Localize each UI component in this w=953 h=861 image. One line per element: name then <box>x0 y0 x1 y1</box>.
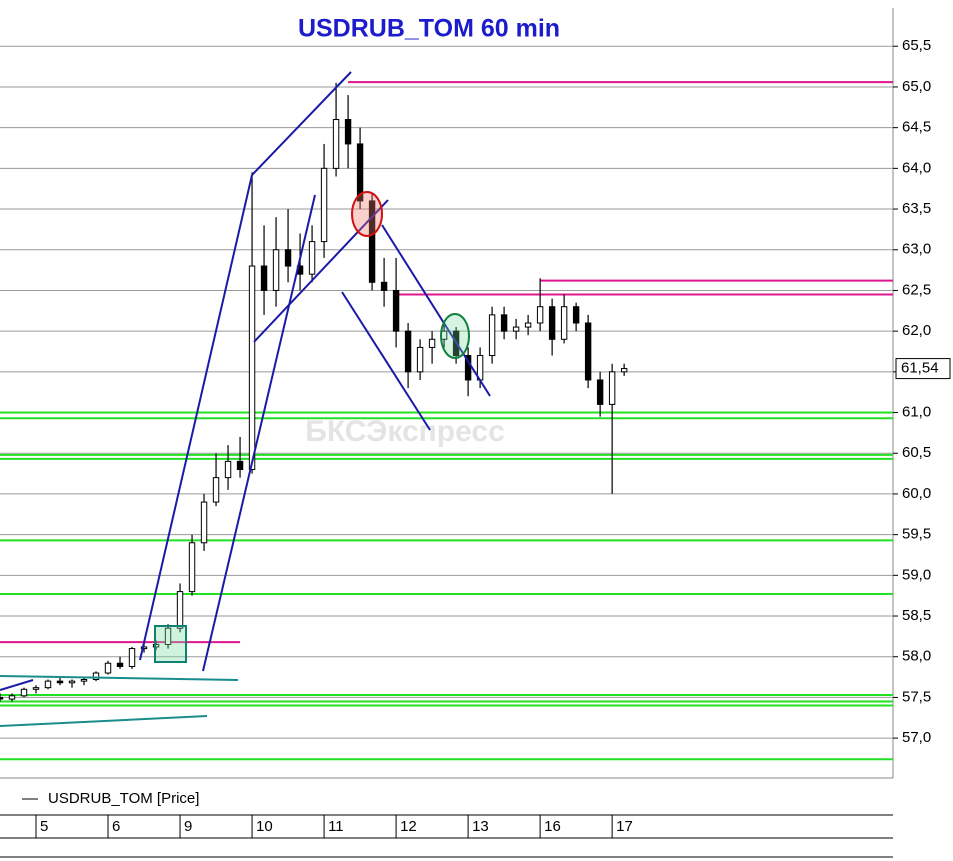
candle-body <box>428 338 436 348</box>
candle-body <box>584 322 592 381</box>
candle-body <box>56 680 64 684</box>
candle-body <box>524 322 532 328</box>
y-tick-label: 58,5 <box>902 607 931 624</box>
highlight-ellipse <box>351 191 383 237</box>
y-tick-label: 64,0 <box>902 159 931 176</box>
candle-body <box>128 648 136 667</box>
candle-body <box>344 119 352 145</box>
candle-body <box>608 371 616 405</box>
legend-label: USDRUB_TOM [Price] <box>48 790 199 807</box>
candle-body <box>488 314 496 357</box>
candle-body <box>596 379 604 405</box>
y-tick-label: 62,0 <box>902 322 931 339</box>
x-tick-label: 10 <box>256 818 273 835</box>
candle-body <box>560 306 568 340</box>
y-tick-label: 59,5 <box>902 526 931 543</box>
candle-body <box>620 368 628 373</box>
candle-body <box>212 477 220 503</box>
last-price-label: 61,54 <box>901 360 939 377</box>
trend-line <box>0 715 208 727</box>
candle-body <box>20 688 28 697</box>
candle-body <box>152 644 160 648</box>
highlight-ellipse <box>440 313 470 359</box>
candle-body <box>392 289 400 332</box>
candle-body <box>512 326 520 332</box>
last-price-box <box>895 358 951 380</box>
candle-body <box>200 501 208 544</box>
candle-body <box>116 662 124 667</box>
y-tick-label: 57,0 <box>902 729 931 746</box>
x-tick-label: 11 <box>328 818 344 835</box>
x-tick-label: 16 <box>544 818 561 835</box>
y-tick-label: 59,0 <box>902 566 931 583</box>
candle-body <box>32 687 40 690</box>
candle-body <box>536 306 544 324</box>
candle-body <box>320 167 328 243</box>
highlight-box <box>154 625 187 663</box>
channel-lines <box>0 675 239 727</box>
trend-lines <box>0 71 491 691</box>
candle-body <box>272 249 280 291</box>
candle-body <box>284 249 292 267</box>
trend-line <box>251 71 352 176</box>
candle-body <box>176 591 184 629</box>
y-tick-label: 60,0 <box>902 485 931 502</box>
candle-body <box>308 241 316 275</box>
watermark: БКСЭкспресс <box>305 415 505 448</box>
y-tick-label: 58,0 <box>902 648 931 665</box>
y-tick-label: 60,5 <box>902 444 931 461</box>
candle-body <box>356 143 364 202</box>
candle-body <box>236 460 244 471</box>
candle-body <box>548 306 556 340</box>
candle-body <box>368 200 376 283</box>
candle-body <box>188 542 196 593</box>
y-tick-label: 64,5 <box>902 119 931 136</box>
candle-body <box>224 460 232 479</box>
candle-body <box>80 679 88 682</box>
candle-body <box>44 680 52 689</box>
y-tick-label: 61,0 <box>902 404 931 421</box>
chart-title: USDRUB_TOM 60 min <box>298 15 560 43</box>
candle-body <box>8 695 16 700</box>
candle-body <box>68 680 76 684</box>
x-tick-label: 13 <box>472 818 489 835</box>
candle-body <box>416 346 424 373</box>
trend-line <box>0 679 34 691</box>
y-tick-label: 63,5 <box>902 200 931 217</box>
trend-line <box>0 675 239 681</box>
trend-line <box>202 194 316 672</box>
y-tick-label: 65,0 <box>902 78 931 95</box>
y-tick-label: 62,5 <box>902 281 931 298</box>
x-tick-label: 9 <box>184 818 192 835</box>
trend-line <box>381 224 491 397</box>
candle-body <box>500 314 508 332</box>
candle-body <box>380 281 388 291</box>
candle-body <box>464 355 472 381</box>
candle-body <box>332 119 340 169</box>
candle-body <box>572 306 580 324</box>
x-tick-label: 6 <box>112 818 120 835</box>
candle-body <box>248 265 256 471</box>
candle-body <box>164 627 172 646</box>
trend-line <box>341 291 431 431</box>
x-tick-label: 12 <box>400 818 417 835</box>
x-tick-label: 5 <box>40 818 48 835</box>
x-tick-label: 17 <box>616 818 633 835</box>
y-tick-label: 65,5 <box>902 37 931 54</box>
candle-body <box>92 672 100 681</box>
y-tick-label: 57,5 <box>902 688 931 705</box>
candle-body <box>260 265 268 291</box>
trend-line <box>253 199 389 343</box>
candle-body <box>404 330 412 373</box>
candle-body <box>0 696 4 700</box>
candle-body <box>104 662 112 674</box>
trend-line <box>139 174 253 661</box>
y-tick-label: 63,0 <box>902 241 931 258</box>
